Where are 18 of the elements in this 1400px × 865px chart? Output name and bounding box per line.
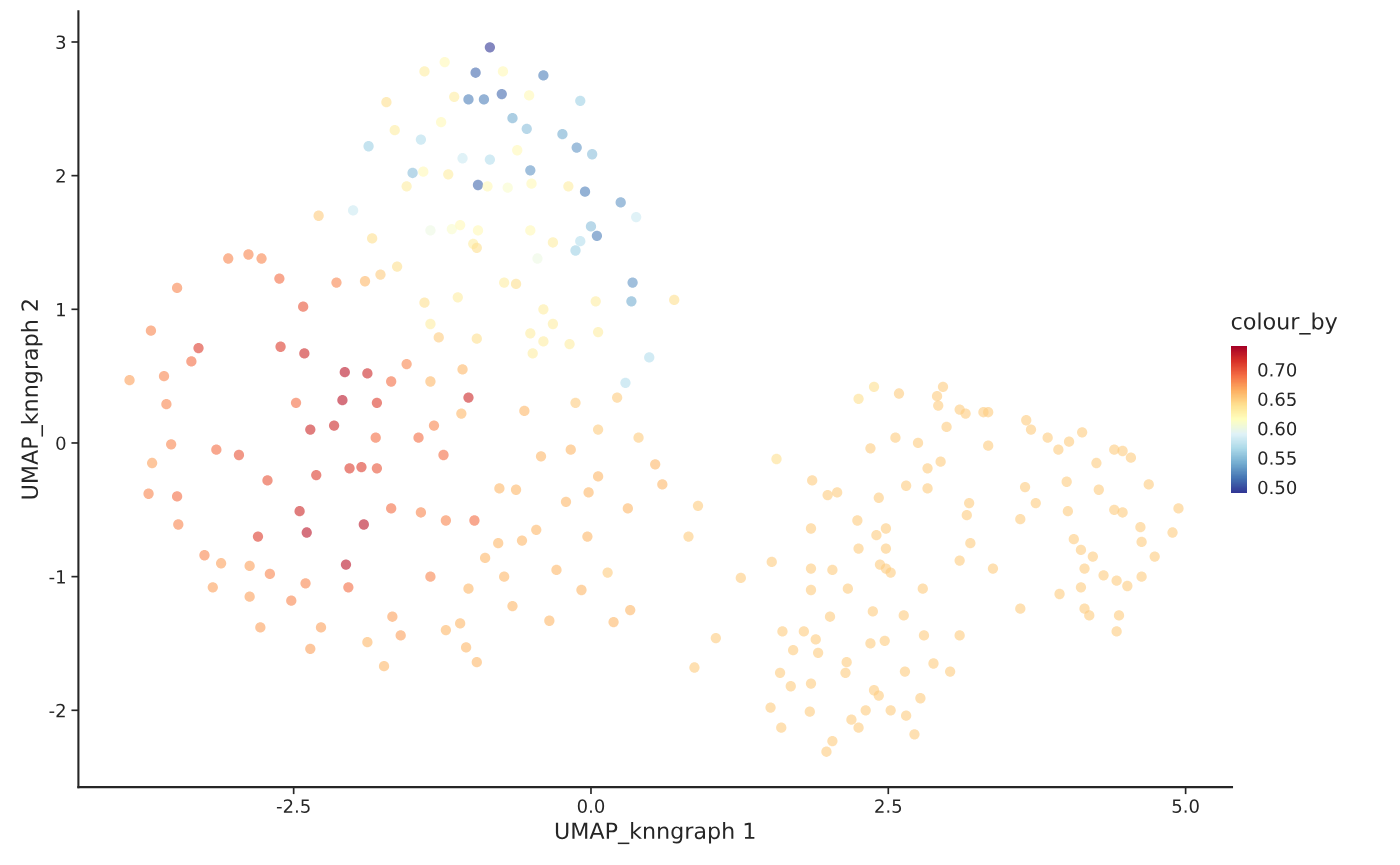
x-tick-label: -2.5 <box>276 799 310 813</box>
x-tick-label: 0.0 <box>577 799 605 813</box>
color-bar-label: 0.65 <box>1258 392 1296 407</box>
x-axis-title: UMAP_knngraph 1 <box>555 821 755 845</box>
x-tick-label: 5.0 <box>1172 799 1199 813</box>
color-bar-label: 0.50 <box>1258 480 1297 495</box>
color-bar-label: 0.60 <box>1258 421 1297 436</box>
color-bar-label: 0.55 <box>1258 451 1296 465</box>
y-tick-label: -2 <box>49 703 65 718</box>
y-tick-label: 3 <box>56 35 66 50</box>
y-axis-title: UMAP_knngraph 2 <box>20 300 44 499</box>
color-bar-label: 0.70 <box>1258 362 1297 377</box>
y-tick-label: -1 <box>49 570 65 584</box>
x-tick-label: 2.5 <box>875 799 902 813</box>
y-tick-label: 1 <box>57 303 65 317</box>
color-bar-title: colour_by <box>1231 312 1338 335</box>
y-tick-label: 2 <box>56 169 65 183</box>
y-tick-label: 0 <box>56 436 66 451</box>
